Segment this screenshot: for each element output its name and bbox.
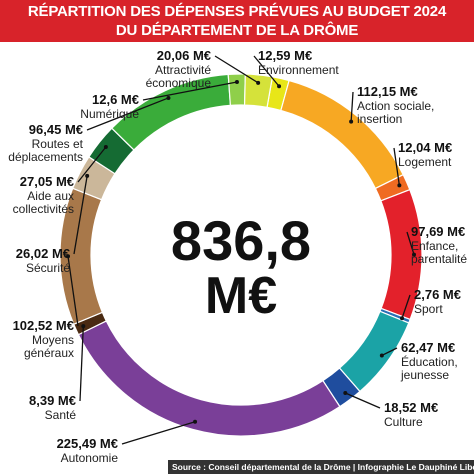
leader-line-culture bbox=[345, 392, 381, 409]
category-label-moyens-generaux-2: généraux bbox=[24, 346, 74, 360]
category-label-environnement: Environnement bbox=[258, 63, 339, 77]
leader-dot-education-jeunesse bbox=[379, 353, 384, 358]
value-label-attractivite-economique: 20,06 M€ bbox=[157, 48, 211, 63]
category-label-sport: Sport bbox=[414, 302, 443, 316]
category-label-routes-et-deplacements-1: Routes et bbox=[32, 137, 84, 151]
leader-dot-culture bbox=[343, 391, 348, 396]
leader-dot-sante bbox=[81, 324, 86, 329]
leader-line-routes-et-deplacements bbox=[86, 97, 169, 131]
leader-dot-attractivite-economique bbox=[256, 80, 261, 85]
value-label-securite: 26,02 M€ bbox=[16, 246, 70, 261]
leader-line-attractivite-economique bbox=[214, 55, 259, 84]
leader-line-enfance-parentalite bbox=[406, 231, 415, 255]
title-line-1: RÉPARTITION DES DÉPENSES PRÉVUES AU BUDG… bbox=[27, 3, 447, 20]
value-label-sante: 8,39 M€ bbox=[29, 393, 76, 408]
leader-dot-autonomie bbox=[193, 419, 198, 424]
leader-line-aide-aux-collectivites bbox=[77, 146, 107, 183]
leader-dot-sport bbox=[400, 316, 405, 321]
category-label-aide-aux-collectivites-1: Aide aux bbox=[27, 189, 74, 203]
category-label-attractivite-economique-1: Attractivité bbox=[155, 63, 211, 77]
value-label-environnement: 12,59 M€ bbox=[258, 48, 312, 63]
slice-attractivite-economique bbox=[243, 73, 274, 108]
leader-dot-aide-aux-collectivites bbox=[103, 144, 108, 149]
leader-line-autonomie bbox=[121, 421, 196, 445]
category-label-logement: Logement bbox=[398, 155, 452, 169]
leader-line-environnement bbox=[253, 55, 280, 87]
leader-line-action-sociale-insertion bbox=[350, 91, 354, 122]
leader-dot-logement bbox=[397, 183, 402, 188]
category-label-numerique: Numérique bbox=[80, 107, 139, 121]
value-label-aide-aux-collectivites: 27,05 M€ bbox=[20, 174, 74, 189]
category-label-attractivite-economique-2: économique bbox=[146, 76, 212, 90]
category-label-action-sociale-insertion-1: Action sociale, bbox=[357, 99, 434, 113]
leader-line-sante bbox=[79, 326, 84, 402]
chart-title: RÉPARTITION DES DÉPENSES PRÉVUES AU BUDG… bbox=[0, 0, 474, 42]
value-label-education-jeunesse: 62,47 M€ bbox=[401, 340, 455, 355]
category-label-education-jeunesse-1: Éducation, bbox=[401, 354, 458, 369]
category-label-culture: Culture bbox=[384, 415, 423, 429]
category-label-action-sociale-insertion-2: insertion bbox=[357, 112, 402, 126]
leader-dot-enfance-parentalite bbox=[411, 252, 416, 257]
category-label-aide-aux-collectivites-2: collectivités bbox=[13, 202, 74, 216]
category-label-moyens-generaux-1: Moyens bbox=[32, 333, 74, 347]
category-label-routes-et-deplacements-2: déplacements bbox=[8, 150, 83, 164]
leader-line-securite bbox=[73, 175, 88, 255]
leader-dot-moyens-generaux bbox=[66, 254, 71, 259]
total-value: 836,8 bbox=[171, 209, 311, 272]
category-label-securite: Sécurité bbox=[26, 261, 70, 275]
total-unit: M€ bbox=[205, 267, 277, 325]
value-label-moyens-generaux: 102,52 M€ bbox=[13, 318, 74, 333]
category-label-sante: Santé bbox=[45, 408, 77, 422]
leader-dot-action-sociale-insertion bbox=[349, 119, 354, 124]
leader-line-numerique bbox=[142, 81, 238, 101]
value-label-routes-et-deplacements: 96,45 M€ bbox=[29, 122, 83, 137]
leader-line-logement bbox=[393, 147, 400, 186]
leader-line-moyens-generaux bbox=[67, 256, 79, 327]
value-label-culture: 18,52 M€ bbox=[384, 400, 438, 415]
value-label-numerique: 12,6 M€ bbox=[92, 92, 139, 107]
value-label-logement: 12,04 M€ bbox=[398, 140, 452, 155]
category-label-education-jeunesse-2: jeunesse bbox=[400, 368, 449, 382]
leader-dot-environnement bbox=[277, 84, 282, 89]
category-label-enfance-parentalite-2: parentalité bbox=[411, 252, 467, 266]
leader-dot-numerique bbox=[234, 80, 239, 85]
leader-line-education-jeunesse bbox=[381, 347, 398, 357]
leader-dot-securite bbox=[85, 173, 90, 178]
title-line-2: DU DÉPARTEMENT DE LA DRÔME bbox=[115, 22, 359, 39]
slice-autonomie bbox=[77, 320, 341, 437]
value-label-autonomie: 225,49 M€ bbox=[57, 436, 118, 451]
category-label-enfance-parentalite-1: Enfance, bbox=[411, 239, 458, 253]
category-label-autonomie: Autonomie bbox=[61, 451, 119, 465]
value-label-action-sociale-insertion: 112,15 M€ bbox=[357, 84, 418, 99]
value-label-enfance-parentalite: 97,69 M€ bbox=[411, 224, 465, 239]
value-label-sport: 2,76 M€ bbox=[414, 287, 461, 302]
slice-numerique bbox=[227, 73, 246, 107]
source-note: Source : Conseil départemental de la Drô… bbox=[168, 460, 474, 474]
leader-line-sport bbox=[401, 294, 411, 319]
leader-dot-routes-et-deplacements bbox=[166, 95, 171, 100]
